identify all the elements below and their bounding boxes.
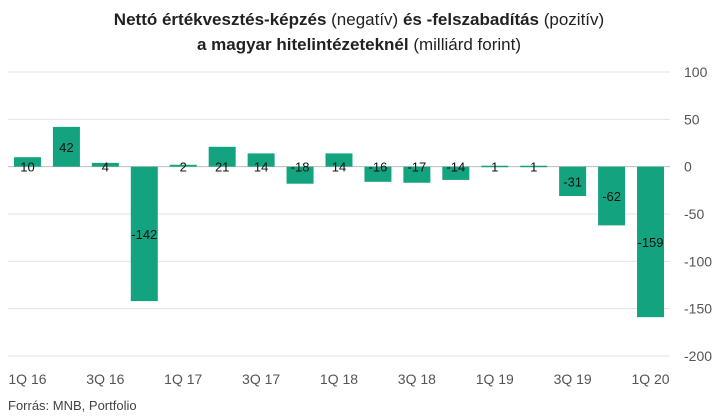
data-labels: 10 42 4 -142 2 21 14 -18 14 -16 -17 -14 1 1 -31 -62 -159 (20, 140, 663, 250)
data-label: -31 (563, 174, 582, 189)
x-tick-label: 3Q 16 (86, 371, 124, 387)
data-label: 2 (180, 160, 187, 175)
bar (598, 166, 626, 226)
y-axis-ticks: 100 50 0 -50 -100 -150 -200 (684, 64, 712, 364)
title-segment: (negatív) (326, 10, 403, 29)
data-label: -16 (369, 160, 388, 175)
data-label: 21 (215, 160, 229, 175)
x-axis-ticks: 1Q 16 3Q 16 1Q 17 3Q 17 1Q 18 3Q 18 1Q 19 3Q 19… (8, 371, 669, 387)
data-label: 10 (20, 160, 34, 175)
x-tick-label: 3Q 17 (242, 371, 280, 387)
y-tick-label: 100 (684, 64, 708, 80)
x-tick-label: 1Q 19 (476, 371, 514, 387)
bar (52, 126, 80, 167)
bar (364, 166, 392, 182)
y-tick-label: -150 (684, 301, 712, 317)
title-segment: Nettó értékvesztés-képzés (114, 10, 327, 29)
bar (91, 162, 119, 167)
bar (13, 157, 41, 167)
source-note: Forrás: MNB, Portfolio (8, 398, 137, 413)
bar (325, 153, 353, 167)
data-label: -159 (638, 235, 664, 250)
bars (13, 126, 665, 318)
x-tick-label: 1Q 18 (320, 371, 358, 387)
data-label: -17 (407, 160, 426, 175)
x-tick-label: 3Q 19 (554, 371, 592, 387)
bar (130, 166, 158, 302)
title-segment: (pozitív) (539, 10, 604, 29)
data-label: -62 (602, 189, 621, 204)
bar (559, 166, 587, 197)
y-tick-label: -200 (684, 348, 712, 364)
y-tick-label: 0 (684, 159, 692, 175)
data-label: 14 (254, 160, 268, 175)
data-label: 14 (332, 160, 346, 175)
x-tick-label: 3Q 18 (398, 371, 436, 387)
data-label: -18 (291, 160, 310, 175)
chart-title-line2: a magyar hitelintézeteknél (milliárd for… (197, 35, 521, 54)
title-segment: és -felszabadítás (403, 10, 539, 29)
bar (403, 166, 431, 183)
bar (637, 166, 665, 318)
bar (286, 166, 314, 184)
data-label: -14 (446, 160, 465, 175)
data-label: -142 (131, 227, 157, 242)
bar (481, 165, 509, 168)
x-tick-label: 1Q 17 (164, 371, 202, 387)
data-label: 42 (59, 140, 73, 155)
data-label: 1 (491, 160, 498, 175)
bar (442, 166, 470, 180)
bar (208, 146, 236, 167)
grid (8, 71, 670, 357)
x-tick-label: 1Q 20 (631, 371, 669, 387)
title-segment: a magyar hitelintézeteknél (197, 35, 409, 54)
data-label: 4 (102, 160, 109, 175)
data-label: 1 (530, 160, 537, 175)
bar (520, 165, 548, 168)
bar (169, 164, 197, 167)
y-tick-label: -100 (684, 253, 712, 269)
bar (247, 153, 275, 167)
y-tick-label: -50 (684, 206, 704, 222)
chart-title-line1: Nettó értékvesztés-képzés (negatív) és -… (114, 10, 604, 29)
title-segment: (milliárd forint) (409, 35, 521, 54)
y-tick-label: 50 (684, 111, 700, 127)
x-tick-label: 1Q 16 (8, 371, 46, 387)
